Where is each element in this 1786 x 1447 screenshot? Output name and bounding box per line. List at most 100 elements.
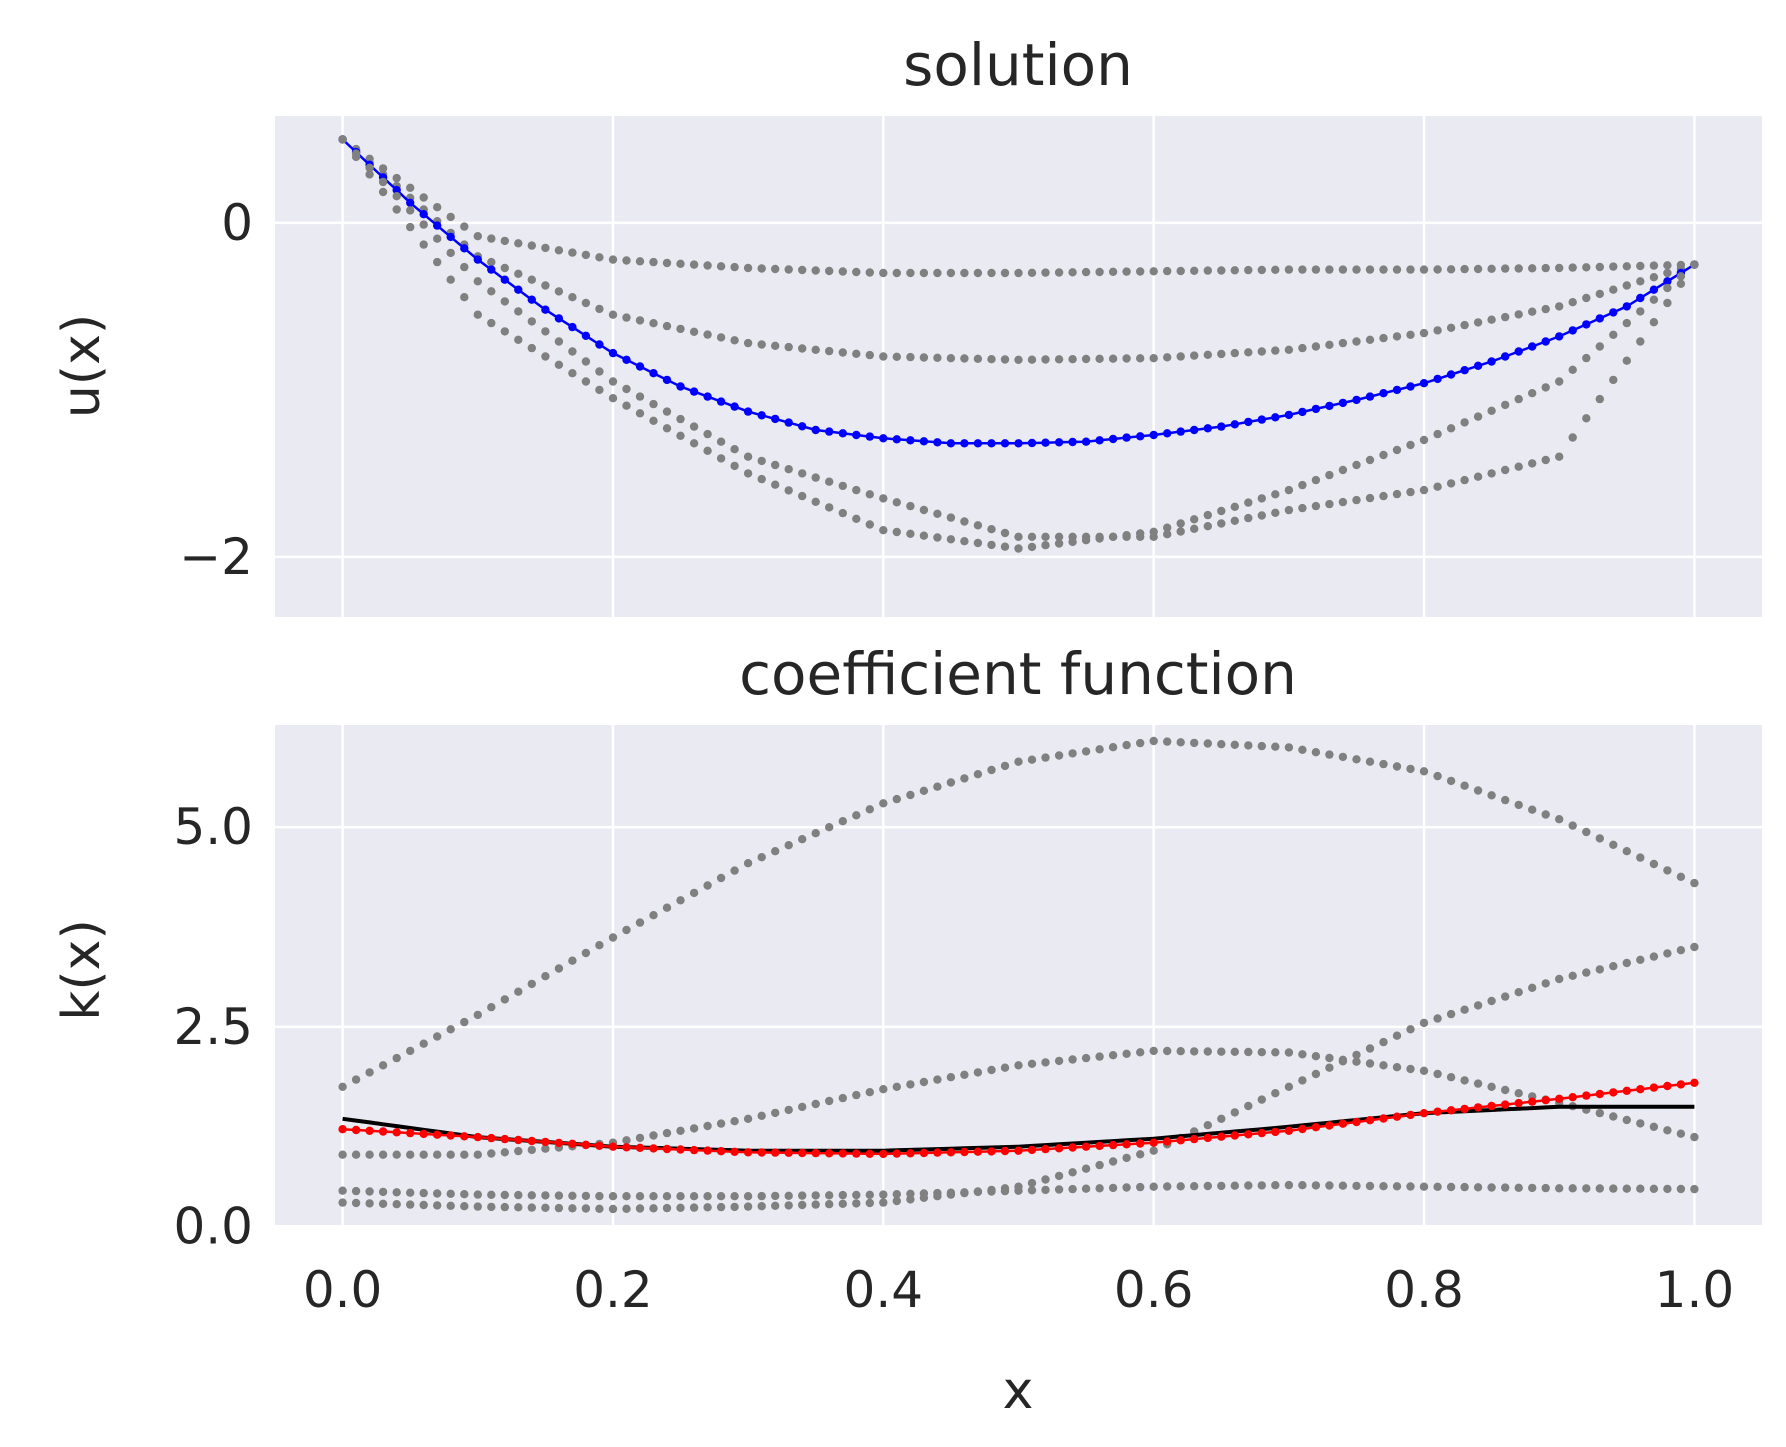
coefficient-point	[1582, 968, 1591, 977]
coefficient-ytick-label: 5.0	[173, 798, 253, 856]
solution-point	[1014, 355, 1023, 364]
solution-point	[1487, 469, 1496, 478]
solution-point	[1460, 366, 1469, 375]
solution-point	[960, 439, 969, 448]
solution-point	[1108, 354, 1118, 363]
solution-point	[1460, 264, 1469, 274]
solution-point	[716, 397, 726, 406]
solution-point	[1027, 355, 1037, 364]
solution-point	[595, 304, 604, 314]
coefficient-point	[852, 1149, 861, 1158]
solution-point	[392, 205, 401, 214]
solution-point	[960, 517, 969, 526]
solution-point	[1541, 304, 1550, 314]
coefficient-point	[946, 1073, 956, 1082]
solution-point	[1014, 532, 1023, 541]
coefficient-xlabel: x	[1003, 1361, 1034, 1421]
solution-point	[446, 275, 455, 284]
coefficient-point	[798, 1102, 807, 1112]
coefficient-point	[1433, 771, 1442, 781]
solution-point	[1568, 365, 1577, 374]
solution-point	[541, 305, 550, 314]
solution-point	[1514, 462, 1523, 471]
solution-point	[541, 352, 550, 361]
coefficient-point	[1041, 1185, 1050, 1195]
coefficient-point	[892, 794, 901, 804]
solution-point	[1636, 293, 1645, 303]
solution-point	[892, 527, 901, 537]
solution-ytick-label: −2	[179, 528, 253, 586]
coefficient-point	[987, 1147, 996, 1156]
solution-point	[581, 250, 591, 260]
coefficient-point	[1446, 1182, 1456, 1192]
solution-point	[1446, 424, 1456, 433]
solution-point	[1257, 494, 1267, 503]
solution-point	[1406, 440, 1415, 450]
coefficient-point	[1136, 1150, 1145, 1159]
coefficient-point	[487, 1003, 496, 1012]
coefficient-point	[392, 1200, 401, 1209]
solution-point	[406, 222, 415, 232]
coefficient-point	[1365, 1044, 1375, 1053]
solution-point	[1636, 337, 1645, 346]
coefficient-point	[1298, 1050, 1307, 1059]
solution-point	[1446, 265, 1456, 274]
coefficient-panel: 0.0 0.2 0.4 0.6 0.8 1.0 0.0 2.5 5.0 coefficient …	[52, 640, 1762, 1421]
coefficient-point	[1568, 1093, 1577, 1102]
solution-point	[1609, 308, 1618, 317]
coefficient-point	[906, 790, 915, 800]
solution-point	[838, 508, 847, 518]
solution-point	[1528, 459, 1537, 468]
solution-point	[825, 477, 834, 486]
coefficient-point	[1163, 737, 1172, 746]
coefficient-point	[1460, 1076, 1469, 1085]
coefficient-point	[541, 972, 550, 981]
solution-point	[1595, 289, 1605, 299]
coefficient-point	[1041, 1058, 1050, 1067]
coefficient-point	[1338, 1057, 1348, 1066]
coefficient-point	[1446, 1009, 1456, 1019]
coefficient-point	[1203, 1133, 1213, 1143]
coefficient-point	[1257, 1048, 1267, 1057]
solution-point	[852, 485, 861, 495]
solution-point	[1676, 272, 1686, 281]
solution-point	[581, 331, 591, 340]
coefficient-point	[1555, 1184, 1564, 1193]
solution-point	[1257, 265, 1267, 275]
coefficient-point	[1000, 1146, 1010, 1156]
solution-point	[1568, 433, 1577, 442]
coefficient-point	[1122, 1153, 1131, 1163]
coefficient-point	[1582, 1184, 1591, 1193]
coefficient-point	[811, 1148, 820, 1158]
solution-point	[811, 497, 820, 506]
solution-point	[1095, 534, 1104, 543]
coefficient-point	[1163, 1137, 1172, 1146]
coefficient-point	[1636, 1184, 1645, 1193]
solution-point	[406, 206, 415, 215]
solution-point	[1244, 265, 1253, 275]
solution-point	[554, 360, 564, 369]
coefficient-xtick-label: 0.8	[1384, 1261, 1464, 1319]
solution-point	[595, 253, 604, 262]
solution-point	[392, 192, 401, 201]
coefficient-point	[1108, 743, 1118, 752]
coefficient-point	[946, 1190, 956, 1199]
coefficient-point	[933, 1148, 942, 1157]
coefficient-point	[351, 1075, 361, 1084]
coefficient-point	[554, 1203, 564, 1213]
solution-point	[1149, 267, 1158, 276]
coefficient-point	[568, 1139, 577, 1149]
coefficient-point	[1568, 1184, 1577, 1193]
coefficient-point	[798, 1200, 807, 1210]
solution-point	[1392, 265, 1402, 274]
coefficient-point	[1325, 1063, 1334, 1072]
coefficient-point	[1649, 1083, 1659, 1092]
solution-point	[784, 342, 793, 352]
coefficient-point	[1419, 1182, 1429, 1191]
solution-point	[798, 491, 807, 501]
coefficient-point	[622, 1143, 631, 1152]
solution-point	[1352, 395, 1361, 405]
coefficient-point	[487, 1202, 496, 1212]
coefficient-point	[1460, 1005, 1469, 1014]
coefficient-point	[919, 1148, 929, 1158]
